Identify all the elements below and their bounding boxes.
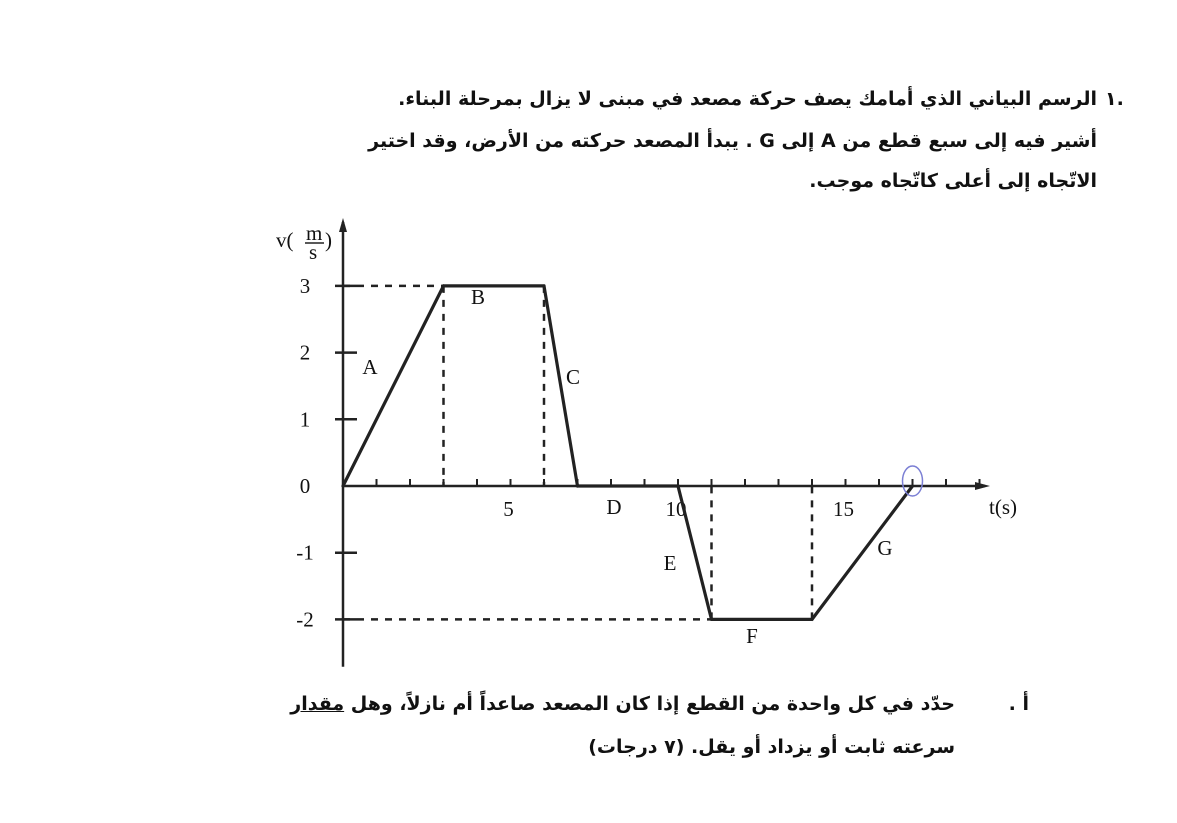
segment-label-F: F [746,624,758,648]
question-line-3: الاتّجاه إلى أعلى كاتّجاه موجب. [809,170,1097,192]
segment-G [810,484,915,622]
question-number: ١. [1105,88,1124,110]
segment-label-A: A [362,355,378,379]
y-tick-label: -1 [296,541,314,565]
segment-label-C: C [566,365,580,389]
y-tick-label: 1 [300,407,311,431]
y-tick-label: 2 [300,341,311,365]
y-tick-label: 0 [300,474,311,498]
x-tick-label: 15 [833,497,854,521]
part-a-label: أ . [1008,693,1029,715]
y-tick-label: -2 [296,607,314,631]
circle-annotation [901,465,924,497]
y-axis-label-close: ) [325,228,332,252]
x-axis-arrow [975,482,990,490]
question-line-1: الرسم البياني الذي أمامك يصف حركة مصعد ف… [398,88,1097,110]
x-tick-label: 5 [503,497,514,521]
segment-C [542,284,580,488]
x-axis-label: t(s) [989,495,1017,519]
part-a-line-1: حدّد في كل واحدة من القطع إذا كان المصعد… [290,693,955,715]
segment-A [341,284,446,488]
segment-label-E: E [664,551,677,575]
question-line-2: أشير فيه إلى سبع قطع من A إلى G . يبدأ ا… [368,130,1097,152]
part-a-line-2: سرعته ثابت أو يزداد أو يقل. (٧ درجات) [588,736,955,758]
y-axis-arrow [339,218,347,232]
segment-label-G: G [877,536,892,560]
y-axis-label-num: m [306,221,322,245]
part-a-underlined: مقدار [290,693,345,715]
segment-label-D: D [606,495,621,519]
part-a-text: حدّد في كل واحدة من القطع إذا كان المصعد… [344,693,955,715]
y-axis-label-den: s [309,240,317,264]
segment-E [676,484,714,622]
segment-label-B: B [471,285,485,309]
y-axis-label: v( [276,228,294,252]
y-tick-label: 3 [300,274,311,298]
